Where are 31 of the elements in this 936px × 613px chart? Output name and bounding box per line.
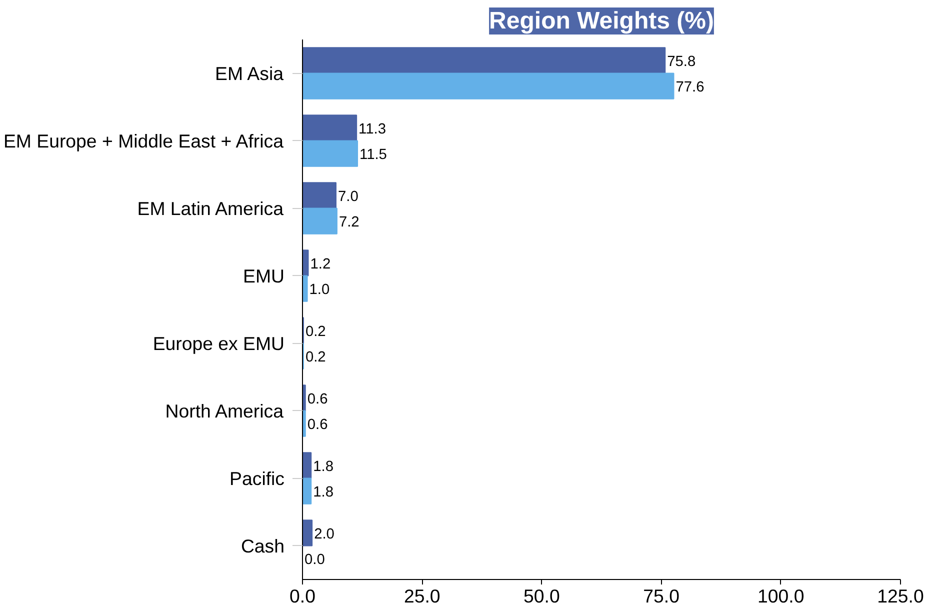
data-label: 1.8 — [313, 458, 334, 475]
y-tick-label: EM Europe + Middle East + Africa — [3, 130, 284, 152]
data-label: 77.6 — [676, 80, 704, 96]
y-tick-label: Cash — [240, 535, 285, 556]
data-label: 1.2 — [310, 256, 331, 272]
x-tick-label: 25.0 — [404, 586, 440, 606]
y-tick-label: EMU — [243, 265, 285, 286]
y-tick-label: EM Asia — [215, 62, 284, 84]
y-tick-label: Europe ex EMU — [152, 332, 284, 354]
y-tick-label: Pacific — [230, 468, 285, 489]
chart-title: Region Weights (%) — [489, 8, 714, 34]
data-label: 75.8 — [667, 54, 696, 70]
x-tick-label: 100.0 — [758, 586, 804, 606]
data-label: 1.8 — [313, 484, 334, 501]
data-label: 0.6 — [307, 417, 328, 434]
data-label: 0.0 — [304, 552, 325, 568]
data-label: 0.2 — [305, 350, 326, 366]
data-label: 7.0 — [338, 188, 358, 205]
y-tick-label: North America — [165, 400, 284, 422]
x-tick-label: 50.0 — [524, 586, 560, 606]
data-label: 11.5 — [360, 147, 387, 164]
data-label: 11.3 — [358, 121, 386, 138]
data-label: 2.0 — [314, 526, 334, 542]
x-tick-label: 125.0 — [877, 586, 924, 606]
x-tick-label: 75.0 — [643, 586, 680, 606]
data-label: 7.2 — [338, 214, 360, 231]
data-label: 0.6 — [307, 391, 328, 408]
y-tick-label: EM Latin America — [137, 198, 284, 219]
x-tick-label: 0.0 — [290, 586, 316, 606]
data-label: 1.0 — [309, 282, 330, 298]
data-label: 0.2 — [305, 324, 326, 340]
